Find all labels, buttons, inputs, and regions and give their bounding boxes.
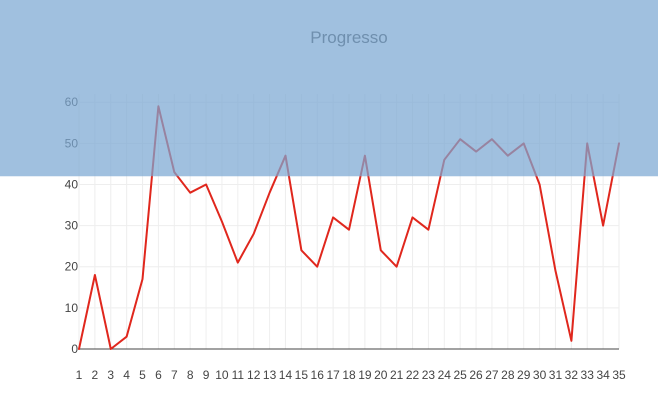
x-tick-label: 7 <box>171 368 178 382</box>
x-tick-label: 17 <box>326 368 340 382</box>
y-tick-label: 10 <box>65 301 79 315</box>
x-tick-label: 25 <box>453 368 467 382</box>
x-axis: 1 2 3 4 5 6 7 8 9 10 11 12 13 14 15 16 17 18 19 20 21 22 23 24 2… <box>76 348 626 382</box>
x-tick-label: 34 <box>596 368 610 382</box>
x-tick-label: 3 <box>107 368 114 382</box>
x-tick-label: 9 <box>203 368 210 382</box>
x-tick-label: 12 <box>247 368 261 382</box>
y-tick-label: 20 <box>65 260 79 274</box>
overlay-panel <box>0 0 658 177</box>
x-tick-label: 10 <box>215 368 229 382</box>
x-tick-label: 18 <box>342 368 356 382</box>
x-tick-label: 4 <box>123 368 130 382</box>
x-tick-label: 28 <box>501 368 515 382</box>
x-tick-label: 23 <box>422 368 436 382</box>
x-tick-label: 27 <box>485 368 499 382</box>
x-tick-label: 13 <box>263 368 277 382</box>
x-tick-label: 21 <box>390 368 404 382</box>
x-tick-label: 6 <box>155 368 162 382</box>
x-tick-label: 1 <box>76 368 83 382</box>
x-tick-label: 16 <box>311 368 325 382</box>
y-tick-label: 0 <box>71 342 78 356</box>
x-tick-label: 11 <box>232 368 245 382</box>
x-tick-label: 14 <box>279 368 293 382</box>
chart-title: Progresso <box>310 28 387 47</box>
x-tick-label: 31 <box>549 368 563 382</box>
y-tick-label: 30 <box>65 219 79 233</box>
overlay-rect <box>0 0 658 177</box>
x-tick-label: 29 <box>517 368 531 382</box>
x-tick-label: 5 <box>139 368 146 382</box>
x-tick-label: 20 <box>374 368 388 382</box>
x-tick-label: 8 <box>187 368 194 382</box>
x-tick-label: 22 <box>406 368 420 382</box>
x-tick-label: 35 <box>612 368 626 382</box>
x-tick-label: 30 <box>533 368 547 382</box>
x-tick-label: 32 <box>565 368 579 382</box>
x-tick-label: 24 <box>438 368 452 382</box>
x-tick-label: 2 <box>92 368 99 382</box>
x-tick-label: 19 <box>358 368 372 382</box>
x-tick-label: 15 <box>295 368 309 382</box>
x-tick-label: 26 <box>469 368 483 382</box>
y-tick-label: 40 <box>65 177 79 191</box>
x-tick-label: 33 <box>581 368 595 382</box>
